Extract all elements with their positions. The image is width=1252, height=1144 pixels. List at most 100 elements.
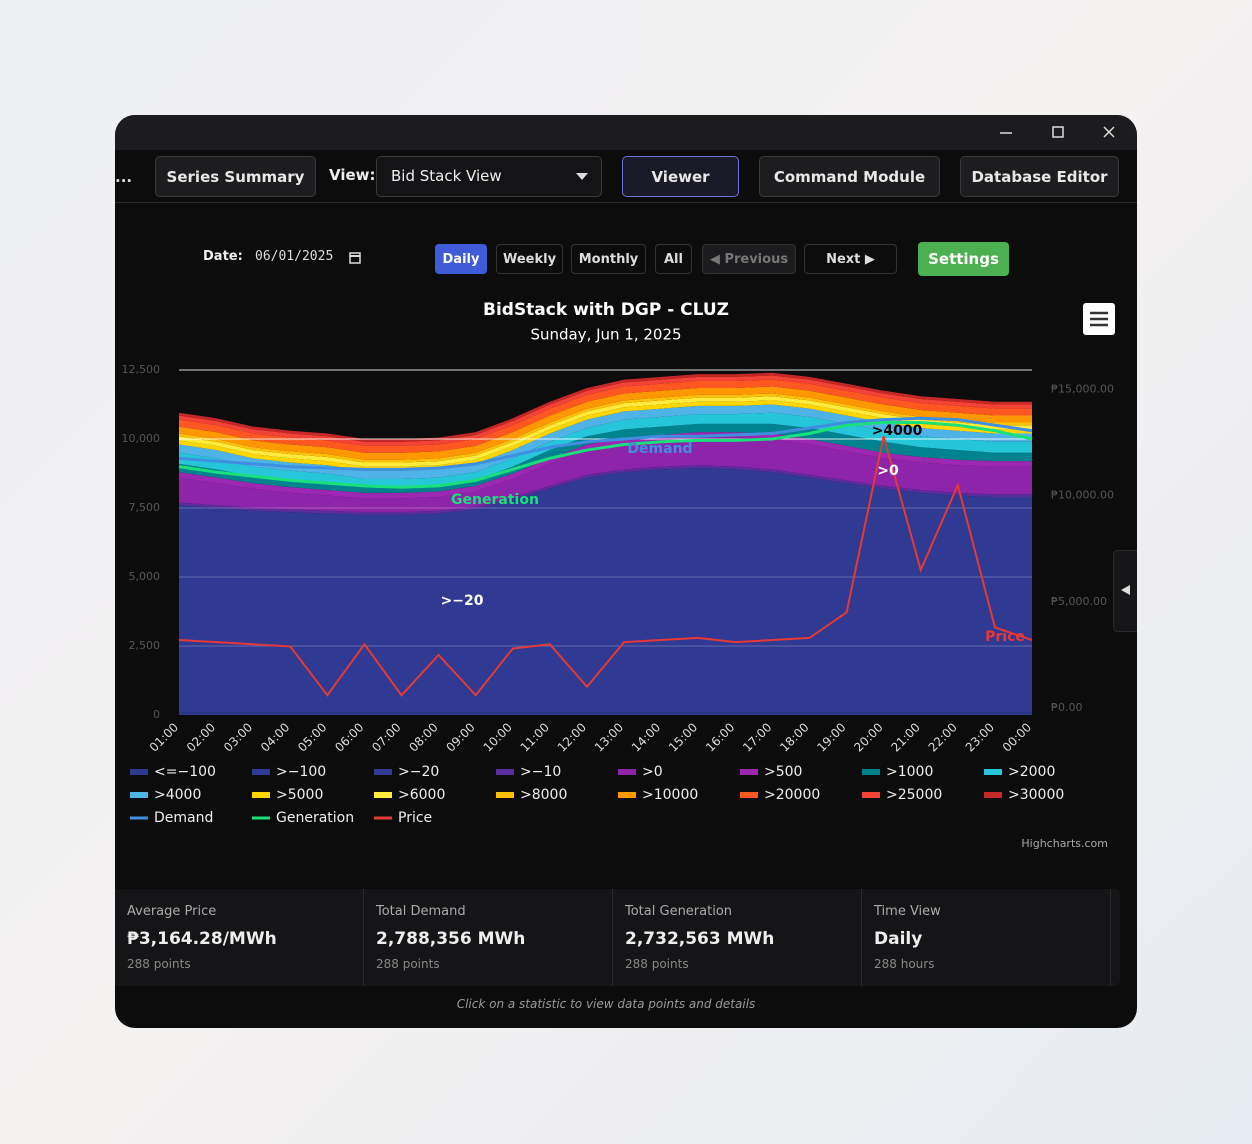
y-tick-label: 2,500 bbox=[129, 639, 161, 652]
x-tick-label: 11:00 bbox=[518, 720, 552, 754]
legend-label: Price bbox=[398, 810, 432, 826]
stat-card[interactable]: Time View Daily 288 hours bbox=[862, 889, 1111, 986]
area-layer bbox=[179, 375, 1032, 446]
x-tick-label: 21:00 bbox=[888, 720, 922, 754]
x-tick-label: 03:00 bbox=[221, 720, 255, 754]
date-input[interactable]: 06/01/2025 bbox=[255, 249, 334, 264]
x-tick-label: 19:00 bbox=[814, 720, 848, 754]
annotation: >0 bbox=[877, 463, 899, 479]
tab-button[interactable]: Database Editor bbox=[960, 156, 1119, 197]
legend-item[interactable]: >−10 bbox=[496, 764, 561, 780]
area-layer bbox=[179, 412, 1032, 488]
legend-item[interactable]: >500 bbox=[740, 764, 802, 780]
area-layer bbox=[179, 437, 1032, 513]
x-tick-label: 18:00 bbox=[777, 720, 811, 754]
legend-item[interactable]: >25000 bbox=[862, 787, 942, 803]
area-layer bbox=[179, 404, 1032, 480]
y2-tick-label: ₱10,000.00 bbox=[1051, 489, 1114, 502]
calendar-icon[interactable] bbox=[349, 251, 361, 264]
stat-card[interactable]: Total Demand 2,788,356 MWh 288 points bbox=[364, 889, 613, 986]
legend-label: >25000 bbox=[886, 787, 942, 803]
legend-item[interactable]: <=−100 bbox=[130, 764, 216, 780]
stat-label: Total Demand bbox=[376, 904, 466, 919]
x-tick-label: 08:00 bbox=[406, 720, 440, 754]
footer-hint: Click on a statistic to view data points… bbox=[456, 997, 756, 1011]
next-button[interactable]: Next ▶ bbox=[804, 244, 897, 274]
tab-button[interactable]: Series Summary bbox=[155, 156, 316, 197]
menu-button[interactable] bbox=[1083, 303, 1115, 335]
title-bar bbox=[115, 115, 1137, 150]
stat-value: Daily bbox=[874, 929, 923, 949]
legend-symbol bbox=[740, 792, 758, 798]
legend-item[interactable]: Price bbox=[374, 810, 432, 826]
legend-label: >20000 bbox=[764, 787, 820, 803]
legend-item[interactable]: Generation bbox=[252, 810, 354, 826]
stat-label: Total Generation bbox=[625, 904, 733, 919]
legend-symbol bbox=[252, 792, 270, 798]
chart-title: BidStack with DGP - CLUZ bbox=[483, 300, 729, 320]
legend-item[interactable]: >6000 bbox=[374, 787, 445, 803]
period-button[interactable]: All bbox=[655, 244, 692, 274]
stat-label: Time View bbox=[874, 904, 941, 919]
legend-label: Demand bbox=[154, 810, 213, 826]
stat-card[interactable]: Average Price ₱3,164.28/MWh 288 points bbox=[115, 889, 364, 986]
area-layer bbox=[179, 400, 1032, 471]
x-tick-label: 10:00 bbox=[481, 720, 515, 754]
legend-item[interactable]: >30000 bbox=[984, 787, 1064, 803]
legend-label: >−10 bbox=[520, 764, 561, 780]
period-button[interactable]: Weekly bbox=[496, 244, 563, 274]
legend-label: >8000 bbox=[520, 787, 567, 803]
period-button[interactable]: Monthly bbox=[571, 244, 646, 274]
line-series bbox=[178, 416, 1033, 471]
settings-button[interactable]: Settings bbox=[918, 242, 1009, 276]
tab-button[interactable]: Command Module bbox=[759, 156, 940, 197]
view-select[interactable]: Bid Stack View bbox=[376, 156, 602, 197]
stats-bar: Average Price ₱3,164.28/MWh 288 points Tota… bbox=[115, 889, 1120, 986]
x-tick-label: 16:00 bbox=[703, 720, 737, 754]
legend-item[interactable]: >0 bbox=[618, 764, 663, 780]
stat-value: ₱3,164.28/MWh bbox=[127, 929, 277, 949]
x-tick-label: 15:00 bbox=[666, 720, 700, 754]
previous-button[interactable]: ◀ Previous bbox=[702, 244, 796, 274]
tab-button[interactable]: Viewer bbox=[622, 156, 739, 197]
stat-sub: 288 points bbox=[376, 957, 440, 971]
legend-label: >30000 bbox=[1008, 787, 1064, 803]
x-tick-label: 23:00 bbox=[963, 720, 997, 754]
area-layer bbox=[179, 379, 1032, 453]
legend-item[interactable]: >10000 bbox=[618, 787, 698, 803]
legend-item[interactable]: >2000 bbox=[984, 764, 1055, 780]
legend-item[interactable]: >8000 bbox=[496, 787, 567, 803]
area-layer bbox=[179, 712, 1032, 714]
area-layer bbox=[179, 396, 1032, 467]
area-layer bbox=[179, 386, 1032, 460]
date-label: Date: bbox=[203, 249, 243, 264]
credit: Highcharts.com bbox=[1021, 837, 1108, 850]
stat-sub: 288 points bbox=[625, 957, 689, 971]
x-tick-label: 20:00 bbox=[851, 720, 885, 754]
legend-item[interactable]: >−100 bbox=[252, 764, 326, 780]
area-layer bbox=[179, 423, 1032, 493]
legend-symbol bbox=[862, 769, 880, 775]
legend-item[interactable]: Demand bbox=[130, 810, 213, 826]
overflow[interactable]: ... bbox=[115, 168, 133, 186]
legend-item[interactable]: >4000 bbox=[130, 787, 201, 803]
stat-card[interactable]: Total Generation 2,732,563 MWh 288 points bbox=[613, 889, 862, 986]
legend-item[interactable]: >20000 bbox=[740, 787, 820, 803]
legend-label: >5000 bbox=[276, 787, 323, 803]
legend-item[interactable]: >5000 bbox=[252, 787, 323, 803]
legend-item[interactable]: >−20 bbox=[374, 764, 439, 780]
legend-symbol bbox=[862, 792, 880, 798]
window-controls[interactable] bbox=[995, 123, 1125, 143]
period-button[interactable]: Daily bbox=[435, 244, 487, 274]
area-layer bbox=[179, 393, 1032, 463]
y2-tick-label: ₱0.00 bbox=[1051, 701, 1083, 714]
y2-tick-label: ₱5,000.00 bbox=[1051, 595, 1107, 608]
legend-symbol bbox=[252, 769, 270, 775]
legend-item[interactable]: >1000 bbox=[862, 764, 933, 780]
legend-label: >−20 bbox=[398, 764, 439, 780]
side-tab[interactable] bbox=[1113, 550, 1137, 632]
x-tick-label: 04:00 bbox=[258, 720, 292, 754]
legend-label: >−100 bbox=[276, 764, 326, 780]
y-tick-label: 5,000 bbox=[129, 570, 161, 583]
legend-label: >0 bbox=[642, 764, 663, 780]
